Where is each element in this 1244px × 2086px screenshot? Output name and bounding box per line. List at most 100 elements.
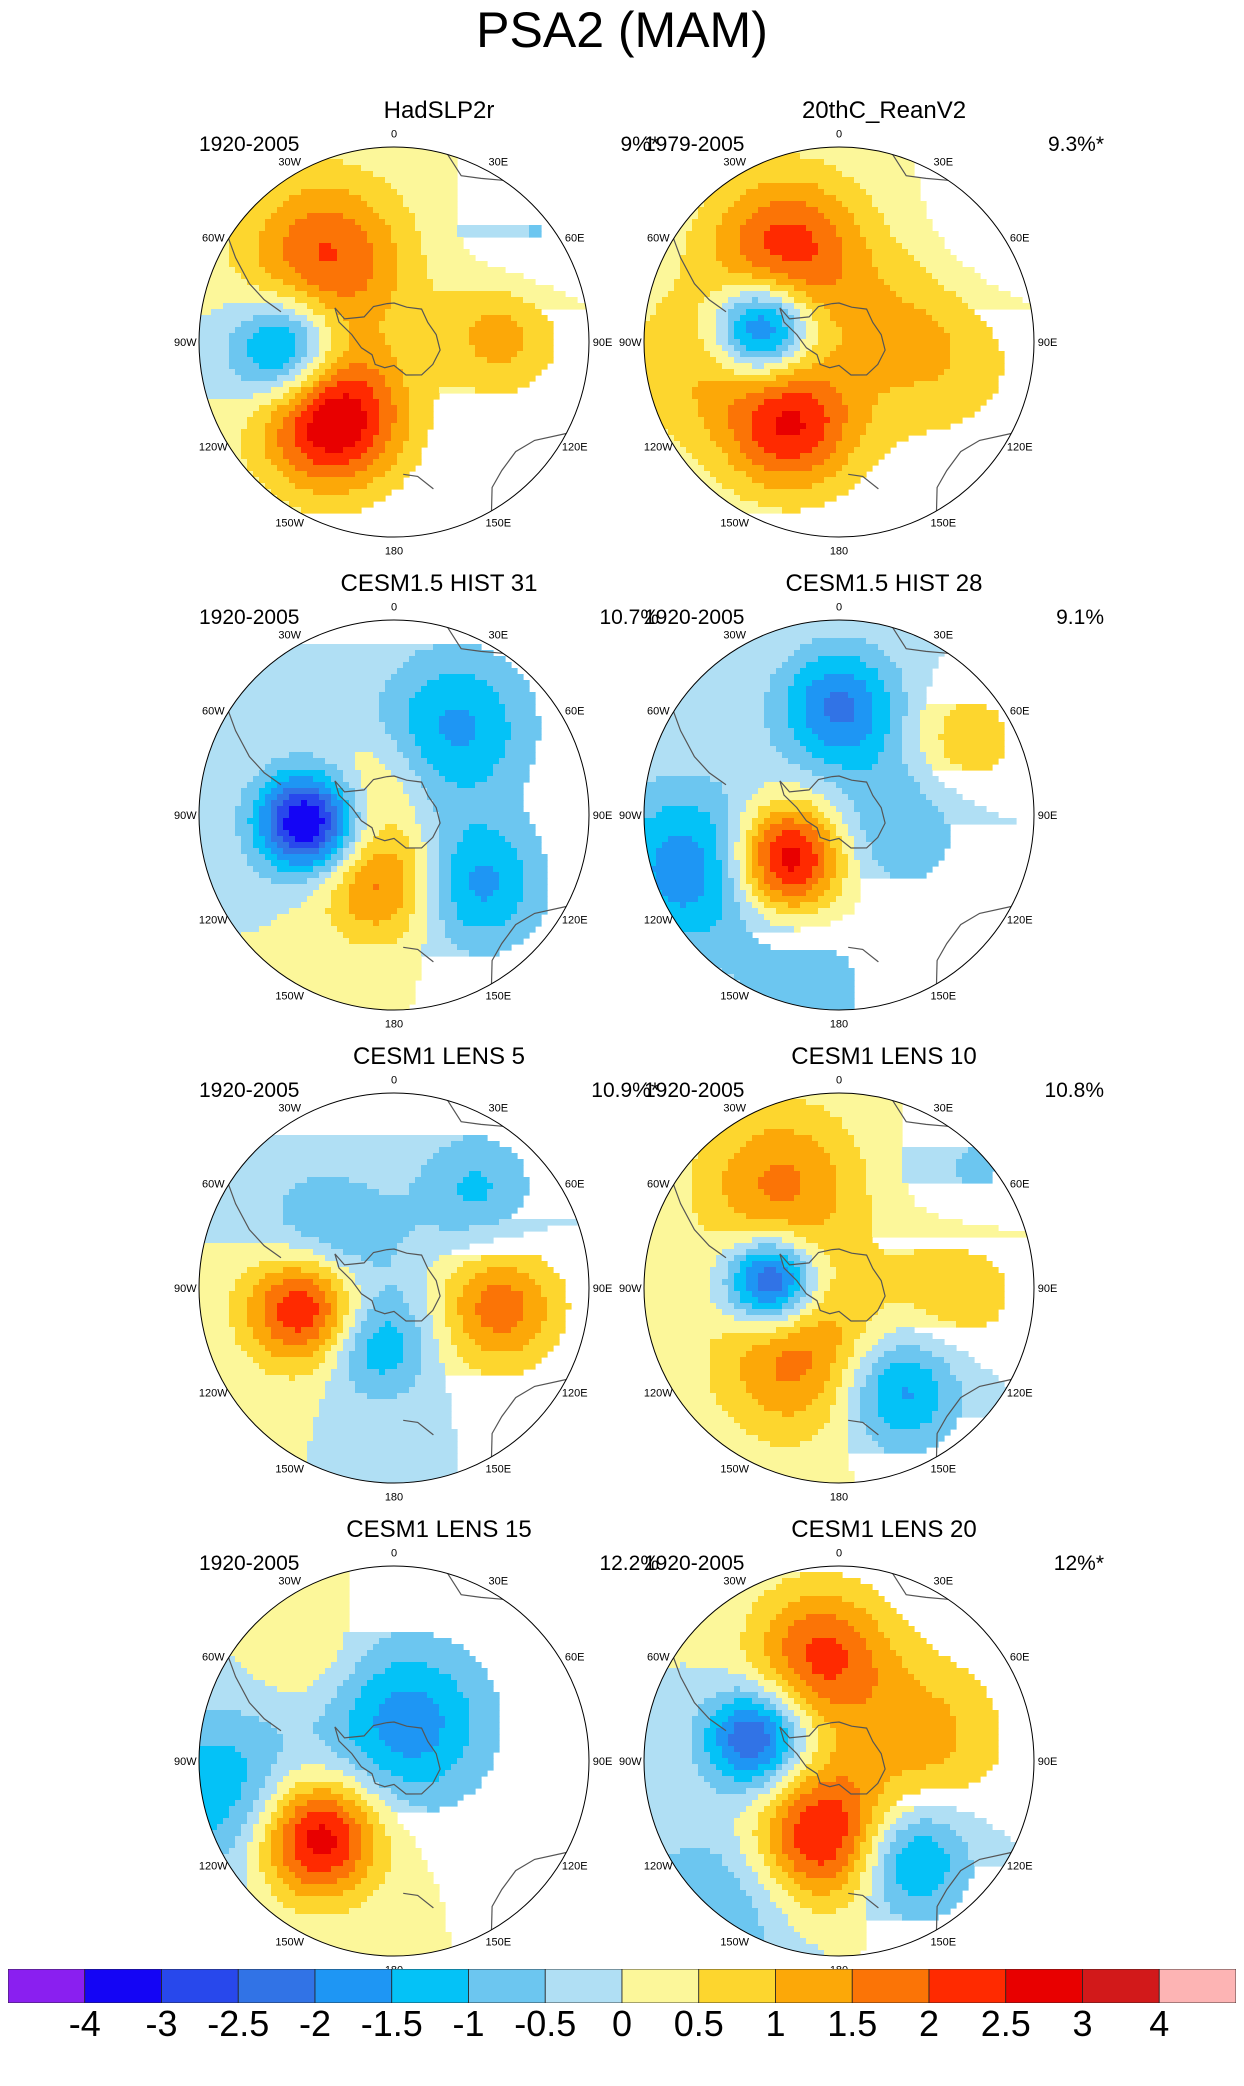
longitude-label: 150E: [485, 518, 511, 530]
variance-label: 9.1%: [1056, 606, 1104, 629]
longitude-label: 180: [830, 1492, 848, 1504]
longitude-label: 30E: [934, 1102, 954, 1114]
colorbar-swatch: [698, 1969, 776, 2003]
colorbar-swatch: [8, 1969, 86, 2003]
map-boundary: [643, 146, 1035, 538]
longitude-label: 90E: [593, 337, 613, 349]
longitude-label: 150E: [485, 1464, 511, 1476]
map-panel: CESM1 LENS 5 1920-2005 10.9%* 0 30E 60E 90E 120…: [159, 1043, 719, 1513]
panel-title: CESM1.5 HIST 31: [340, 570, 538, 597]
longitude-label: 120W: [644, 441, 673, 453]
longitude-label: 90W: [174, 337, 197, 349]
colorbar-tick-label: 1.5: [827, 2003, 878, 2044]
panel-title: CESM1 LENS 20: [791, 1516, 977, 1543]
longitude-label: 150W: [275, 991, 304, 1003]
colorbar-tick-label: -4: [68, 2003, 101, 2044]
longitude-label: 180: [830, 546, 848, 558]
period-label: 1920-2005: [199, 133, 300, 156]
longitude-label: 60W: [647, 706, 670, 718]
longitude-label: 60E: [565, 1652, 585, 1664]
colorbar-swatch: [237, 1969, 316, 2003]
map-boundary: [643, 619, 1035, 1011]
colorbar: [8, 1969, 1236, 2003]
longitude-label: 180: [385, 1492, 403, 1504]
colorbar-tick-label: -1.5: [360, 2003, 423, 2044]
map-panel: 20thC_ReanV2 1979-2005 9.3%* 0 30E 60E 90E 120E…: [604, 97, 1164, 567]
map-panel: CESM1.5 HIST 28 1920-2005 9.1% 0 30E 60E 90E 12…: [604, 570, 1164, 1040]
longitude-label: 30E: [934, 629, 954, 641]
longitude-label: 150E: [930, 1464, 956, 1476]
map-panel: CESM1 LENS 10 1920-2005 10.8% 0 30E 60E 90E 120…: [604, 1043, 1164, 1513]
longitude-label: 30E: [934, 156, 954, 168]
variance-label: 12.2%: [599, 1552, 659, 1575]
colorbar-tick-label: 3: [1072, 2003, 1093, 2044]
colorbar-swatch: [928, 1969, 1007, 2003]
map-panel: CESM1 LENS 15 1920-2005 12.2% 0 30E 60E 90E 120…: [159, 1516, 719, 1986]
longitude-label: 90E: [593, 810, 613, 822]
longitude-label: 0: [391, 1547, 397, 1559]
contour-field: [644, 1572, 1034, 1956]
panel-title: HadSLP2r: [383, 97, 495, 124]
longitude-label: 120E: [562, 914, 588, 926]
colorbar-tick-label: 0.5: [673, 2003, 724, 2044]
colorbar-swatch: [775, 1969, 853, 2003]
longitude-label: 90E: [1038, 337, 1058, 349]
map-panel: CESM1 LENS 20 1920-2005 12%* 0 30E 60E 90E 120E…: [604, 1516, 1164, 1986]
coastlines: [673, 627, 1012, 984]
longitude-label: 30E: [489, 629, 509, 641]
longitude-label: 120E: [1007, 1860, 1033, 1872]
variance-label: 9%*: [620, 133, 659, 156]
longitude-label: 180: [385, 546, 403, 558]
variance-label: 10.9%*: [591, 1079, 659, 1102]
map-boundary: [643, 1565, 1035, 1957]
longitude-label: 60W: [202, 1652, 225, 1664]
coastlines: [673, 1100, 1012, 1457]
period-label: 1920-2005: [644, 1552, 745, 1575]
longitude-label: 30W: [723, 156, 746, 168]
longitude-label: 90E: [1038, 1756, 1058, 1768]
longitude-label: 0: [836, 1074, 842, 1086]
period-label: 1979-2005: [644, 133, 745, 156]
longitude-label: 60E: [1010, 233, 1030, 245]
colorbar-swatch: [314, 1969, 393, 2003]
longitude-label: 30W: [723, 1102, 746, 1114]
longitude-label: 30E: [489, 1102, 509, 1114]
longitude-label: 150E: [930, 991, 956, 1003]
longitude-label: 90W: [619, 810, 642, 822]
variance-label: 9.3%*: [1047, 133, 1104, 156]
longitude-label: 30E: [489, 156, 509, 168]
longitude-label: 30W: [723, 1575, 746, 1587]
coastlines: [228, 154, 567, 511]
panel-title: CESM1 LENS 15: [346, 1516, 532, 1543]
map-boundary: [643, 1092, 1035, 1484]
longitude-label: 120E: [562, 1860, 588, 1872]
longitude-label: 90W: [619, 1283, 642, 1295]
panel-title: 20thC_ReanV2: [801, 97, 967, 124]
longitude-label: 60W: [647, 1179, 670, 1191]
map-boundary: [198, 1565, 590, 1957]
period-label: 1920-2005: [644, 1079, 745, 1102]
longitude-label: 60W: [202, 1179, 225, 1191]
colorbar-tick-label: 2.5: [980, 2003, 1031, 2044]
colorbar-tick-label: 0: [611, 2003, 633, 2044]
colorbar-swatch: [391, 1969, 469, 2003]
longitude-label: 120E: [562, 1387, 588, 1399]
longitude-label: 180: [385, 1019, 403, 1031]
map-panel: HadSLP2r 1920-2005 9%* 0 30E 60E 90E 120E 150E 18…: [159, 97, 719, 567]
colorbar-tick-label: -2.5: [207, 2003, 270, 2044]
contour-field: [199, 1135, 578, 1483]
longitude-label: 90E: [1038, 810, 1058, 822]
longitude-label: 120W: [199, 914, 228, 926]
longitude-label: 90W: [174, 810, 197, 822]
longitude-label: 60E: [565, 1179, 585, 1191]
longitude-label: 120W: [199, 1387, 228, 1399]
longitude-label: 150E: [485, 991, 511, 1003]
longitude-label: 30W: [278, 1575, 301, 1587]
longitude-label: 120W: [644, 914, 673, 926]
longitude-label: 90E: [593, 1283, 613, 1295]
longitude-label: 150W: [720, 1464, 749, 1476]
